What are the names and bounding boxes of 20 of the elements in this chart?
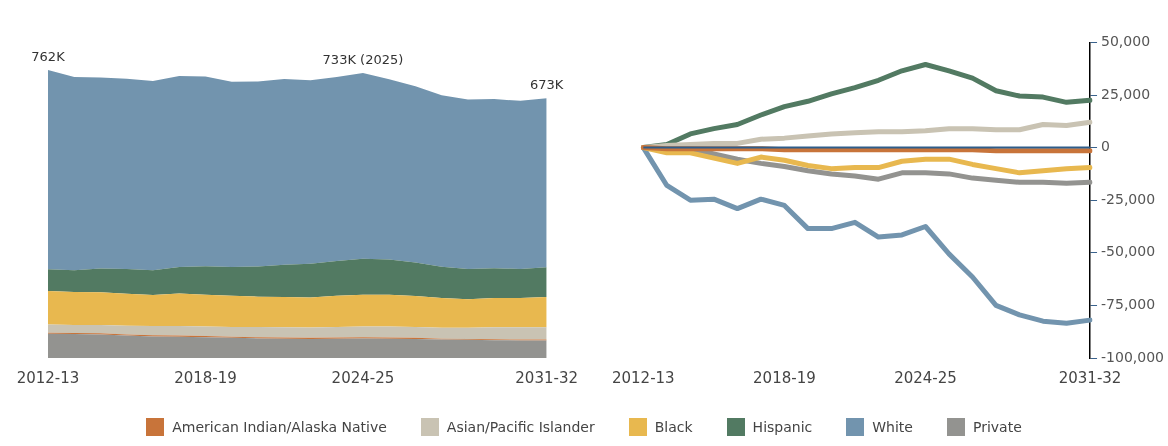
x-tick-label: 2018-19: [174, 368, 237, 387]
annotation: 762K: [31, 48, 66, 64]
x-tick-label: 2012-13: [16, 368, 80, 387]
legend-label: White: [872, 419, 913, 435]
y-tick-label: 50,000: [1101, 33, 1151, 50]
x-tick-label: 2024-25: [331, 368, 395, 387]
legend-label: Black: [654, 419, 693, 435]
legend-label: American Indian/Alaska Native: [172, 419, 387, 435]
y-tick-label: 0: [1101, 138, 1110, 155]
y-tick-label: -50,000: [1101, 243, 1156, 260]
legend-label: Asian/Pacific Islander: [446, 419, 595, 435]
y-tick-label: -75,000: [1101, 296, 1156, 313]
legend-label: Hispanic: [752, 419, 813, 435]
y-tick-label: 25,000: [1101, 85, 1151, 102]
y-tick-label: -100,000: [1101, 348, 1165, 365]
annotation: 673K: [529, 77, 564, 93]
y-tick-label: -25,000: [1101, 190, 1156, 207]
legend-label: Private: [972, 419, 1022, 435]
x-tick-label: 2031-32: [515, 368, 579, 387]
annotation: 733K (2025): [322, 51, 404, 67]
